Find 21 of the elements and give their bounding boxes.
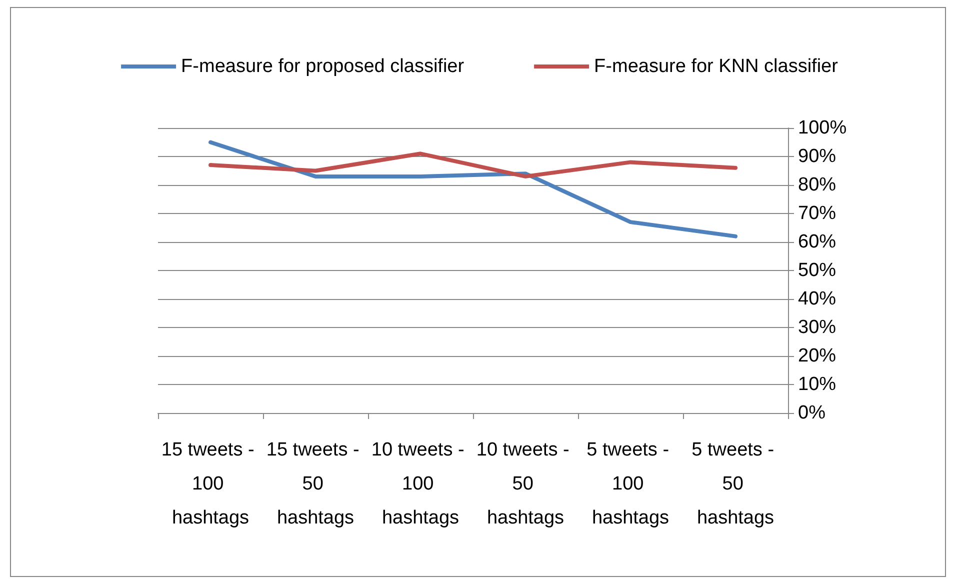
y-tick-label: 100% bbox=[798, 118, 847, 138]
x-tick-label: 5 tweets - 100 hashtags bbox=[586, 440, 674, 528]
y-tick-label: 0% bbox=[798, 402, 826, 424]
x-tick-label: 15 tweets - 50 hashtags bbox=[266, 440, 365, 528]
legend-label: F-measure for proposed classifier bbox=[181, 56, 465, 77]
y-tick-label: 80% bbox=[798, 174, 836, 196]
y-tick-label: 20% bbox=[798, 346, 836, 366]
x-tick-label: 15 tweets - 100 hashtags bbox=[161, 440, 260, 528]
x-tick-label: 5 tweets - 50 hashtags bbox=[692, 440, 780, 528]
y-tick-label: 90% bbox=[798, 146, 836, 167]
y-tick-label: 10% bbox=[798, 374, 836, 395]
y-tick-label: 50% bbox=[798, 260, 836, 281]
y-tick-label: 70% bbox=[798, 203, 836, 224]
legend-label: F-measure for KNN classifier bbox=[594, 56, 839, 77]
y-tick-label: 40% bbox=[798, 288, 836, 310]
line-series bbox=[208, 152, 738, 178]
y-tick-label: 30% bbox=[798, 317, 836, 338]
x-tick-label: 10 tweets - 100 hashtags bbox=[371, 440, 470, 528]
x-tick-label: 10 tweets - 50 hashtags bbox=[476, 440, 575, 528]
y-tick-label: 60% bbox=[798, 232, 836, 252]
line-series bbox=[208, 140, 738, 238]
